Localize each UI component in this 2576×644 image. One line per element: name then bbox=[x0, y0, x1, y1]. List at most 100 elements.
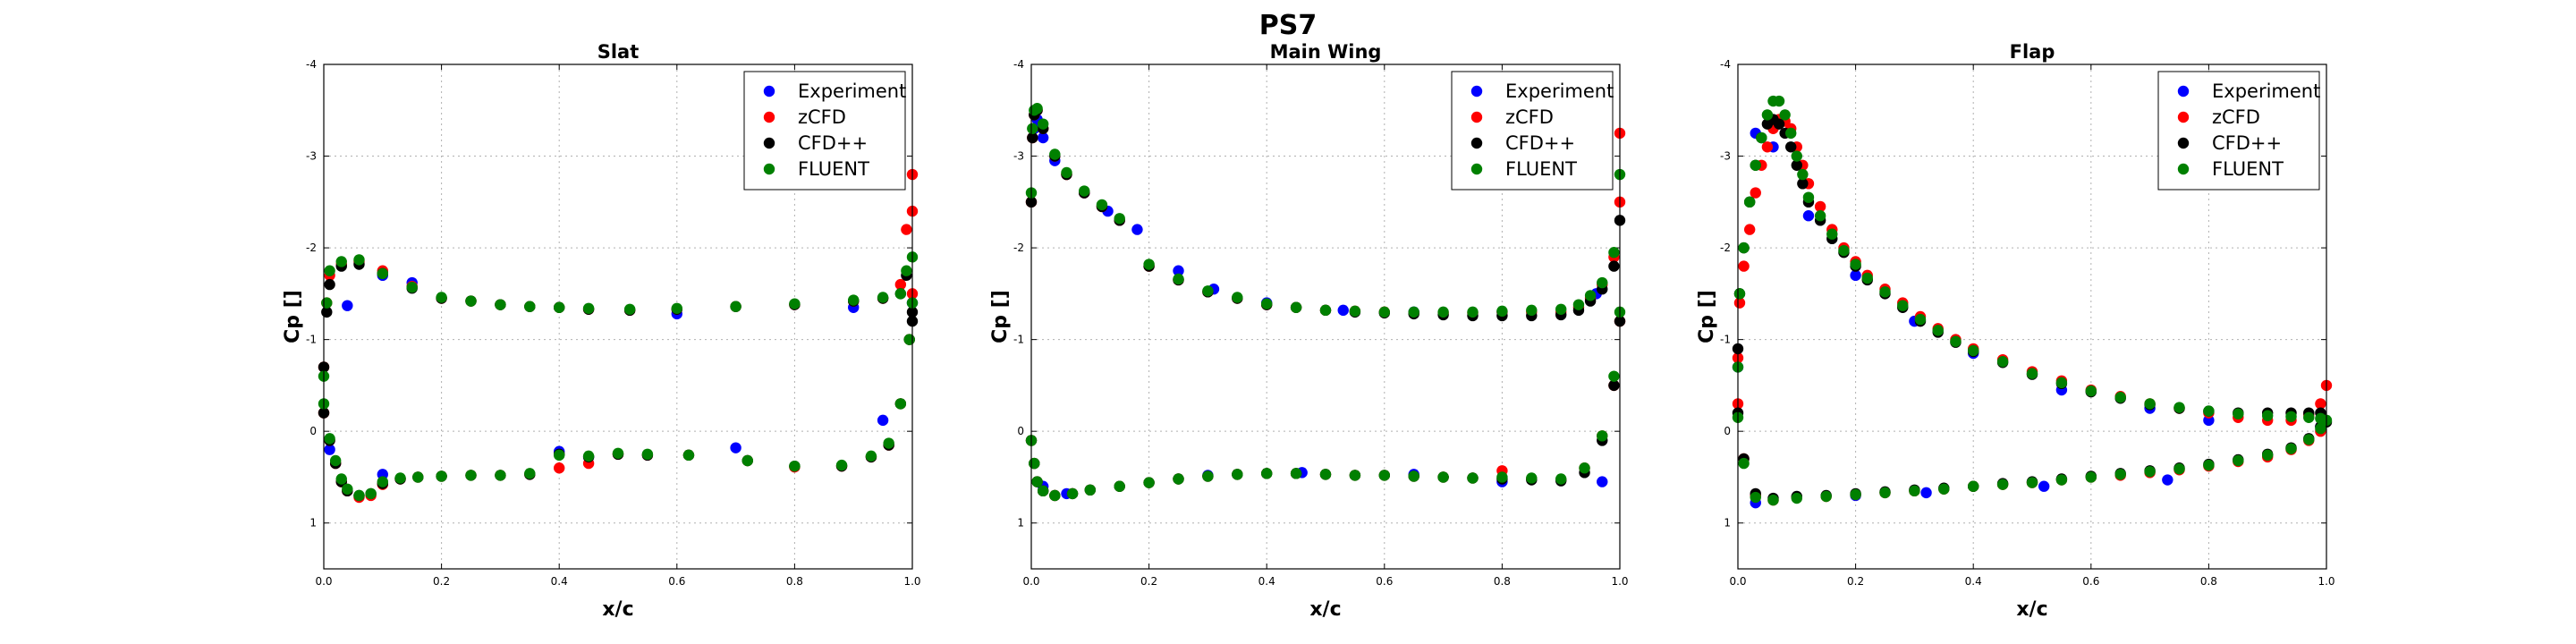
x-axis-label: x/c bbox=[602, 598, 633, 621]
x-tick-label: 1.0 bbox=[903, 575, 920, 588]
plot-frame bbox=[1737, 64, 2327, 570]
legend-label: Experiment bbox=[798, 80, 906, 102]
data-point bbox=[1261, 468, 1273, 479]
data-point bbox=[1773, 118, 1785, 130]
data-point bbox=[1232, 292, 1243, 303]
data-point bbox=[394, 472, 406, 484]
data-point bbox=[1608, 260, 1620, 272]
data-point bbox=[741, 454, 753, 467]
data-point bbox=[1202, 285, 1214, 297]
data-point bbox=[2144, 398, 2156, 410]
data-point bbox=[1608, 370, 1620, 382]
y-tick-label: -2 bbox=[1720, 242, 1731, 254]
data-point bbox=[877, 292, 889, 303]
legend-marker bbox=[1470, 163, 1483, 175]
data-point bbox=[1791, 492, 1803, 504]
y-tick-label: -3 bbox=[1013, 150, 1024, 163]
data-point bbox=[1750, 491, 1761, 504]
x-tick-label: 0.4 bbox=[1258, 575, 1275, 588]
panels: 0.0 0.2 0.4 0.6 0.8 1.0 -4 -3 -2 -1 0 1 Slat x/c Cp []… bbox=[282, 41, 2335, 621]
data-point bbox=[1173, 273, 1184, 285]
data-point bbox=[1850, 258, 1861, 270]
data-point bbox=[1319, 304, 1332, 317]
y-tick-label: -2 bbox=[1013, 242, 1024, 254]
data-point bbox=[730, 442, 741, 453]
data-point bbox=[1437, 471, 1449, 483]
data-point bbox=[2026, 368, 2038, 379]
legend-label: zCFD bbox=[1505, 106, 1554, 128]
data-point bbox=[1496, 471, 1508, 483]
data-point bbox=[1261, 298, 1273, 309]
data-point bbox=[1750, 159, 1761, 171]
legend-marker bbox=[763, 111, 775, 123]
data-point bbox=[1797, 178, 1809, 190]
data-point bbox=[2026, 477, 2038, 488]
data-point bbox=[1791, 159, 1803, 171]
data-point bbox=[901, 224, 912, 235]
data-point bbox=[1814, 210, 1826, 222]
data-point bbox=[465, 295, 477, 307]
y-axis-label: Cp [] bbox=[1696, 290, 1718, 343]
x-tick-label: 0.8 bbox=[786, 575, 803, 588]
data-point bbox=[2174, 402, 2185, 413]
data-point bbox=[1608, 379, 1620, 392]
plot-frame bbox=[1030, 64, 1621, 570]
x-tick-label: 1.0 bbox=[2318, 575, 2334, 588]
data-point bbox=[1802, 210, 1815, 222]
x-tick-label: 0.6 bbox=[668, 575, 685, 588]
data-point bbox=[1750, 187, 1761, 199]
data-point bbox=[1938, 483, 1950, 495]
figure-title: PS7 bbox=[1259, 10, 1317, 41]
data-point bbox=[2162, 474, 2174, 486]
x-tick-label: 1.0 bbox=[1611, 575, 1628, 588]
y-axis-label: Cp [] bbox=[282, 290, 304, 343]
data-point bbox=[1079, 185, 1090, 197]
data-point bbox=[1579, 462, 1590, 474]
data-point bbox=[554, 462, 565, 474]
legend-marker bbox=[763, 137, 775, 149]
legend-marker bbox=[2177, 85, 2190, 97]
data-point bbox=[1029, 457, 1040, 470]
panel-slat: 0.0 0.2 0.4 0.6 0.8 1.0 -4 -3 -2 -1 0 1 Slat x/c Cp []… bbox=[282, 41, 921, 621]
data-point bbox=[1037, 131, 1049, 144]
legend-marker bbox=[763, 85, 775, 97]
data-point bbox=[554, 449, 565, 462]
x-tick-label: 0.6 bbox=[2082, 575, 2099, 588]
data-point bbox=[1290, 301, 1302, 313]
y-tick-label: -4 bbox=[1013, 58, 1024, 71]
data-point bbox=[365, 487, 377, 500]
data-point bbox=[1084, 484, 1097, 496]
data-point bbox=[2085, 385, 2097, 397]
data-point bbox=[1879, 487, 1891, 499]
data-point bbox=[495, 470, 506, 481]
legend: Experiment zCFD CFD++ FLUENT bbox=[743, 71, 906, 191]
data-point bbox=[1743, 196, 1756, 208]
x-axis-label: x/c bbox=[2016, 598, 2047, 621]
data-point bbox=[848, 294, 860, 306]
data-point bbox=[1773, 95, 1785, 107]
data-point bbox=[894, 278, 907, 291]
data-point bbox=[2174, 463, 2185, 475]
data-point bbox=[1761, 141, 1774, 153]
data-point bbox=[1114, 213, 1125, 225]
data-point bbox=[2303, 434, 2315, 445]
data-point bbox=[324, 265, 335, 276]
data-point bbox=[1143, 258, 1155, 270]
data-point bbox=[2085, 471, 2097, 483]
x-tick-label: 0.0 bbox=[1729, 575, 1746, 588]
data-point bbox=[1968, 480, 1979, 492]
data-point bbox=[1814, 200, 1826, 213]
data-point bbox=[1996, 479, 2009, 490]
x-axis-label: x/c bbox=[1309, 598, 1341, 621]
data-point bbox=[1791, 150, 1803, 162]
data-point bbox=[1996, 356, 2009, 368]
data-point bbox=[641, 448, 654, 461]
data-point bbox=[2315, 422, 2326, 435]
y-tick-label: 0 bbox=[1017, 425, 1024, 437]
data-point bbox=[1584, 290, 1597, 301]
data-point bbox=[2262, 410, 2274, 421]
data-point bbox=[1909, 485, 1920, 497]
panel-main-wing: 0.0 0.2 0.4 0.6 0.8 1.0 -4 -3 -2 -1 0 1 Main Wing x/c… bbox=[989, 41, 1629, 621]
legend-marker bbox=[1470, 111, 1483, 123]
data-point bbox=[1349, 470, 1361, 481]
